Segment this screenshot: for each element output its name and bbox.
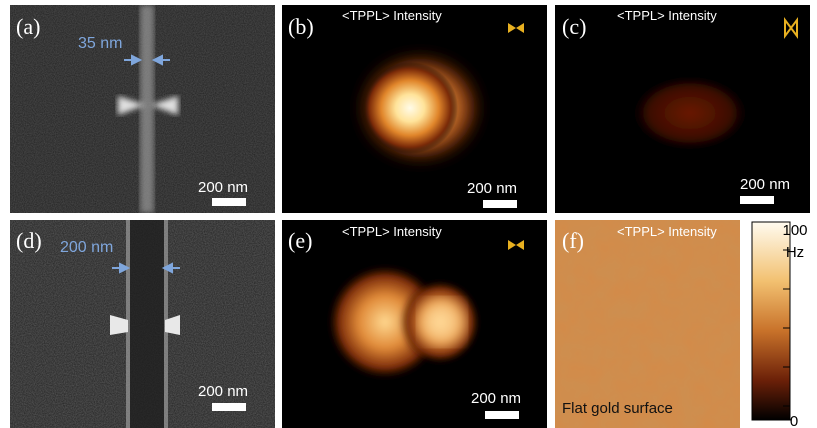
colorbar-unit: Hz (786, 244, 804, 261)
colorbar-max: 100 (782, 222, 807, 239)
panel-caption: Flat gold surface (562, 400, 673, 417)
colorbar: 100 Hz 0 (752, 222, 808, 428)
panel-label: (a) (16, 14, 40, 39)
panel-label: (b) (288, 14, 314, 39)
panel-label: (e) (288, 228, 312, 253)
colorbar-min: 0 (790, 413, 798, 428)
scale-label: 200 nm (198, 179, 248, 196)
panel-label: (c) (562, 14, 586, 39)
scale-label: 200 nm (740, 176, 790, 193)
gap-label: 200 nm (60, 239, 113, 256)
panel-title: <TPPL> Intensity (617, 224, 717, 239)
panel-title: <TPPL> Intensity (617, 8, 717, 23)
panel-title: <TPPL> Intensity (342, 224, 442, 239)
panel-label: (f) (562, 228, 584, 253)
scale-label: 200 nm (471, 390, 521, 407)
figure: 100 Hz 0 (a) 35 nm 200 nm (b) <TPPL> Int… (0, 0, 817, 428)
scale-label: 200 nm (198, 383, 248, 400)
gap-label: 35 nm (78, 35, 122, 52)
scale-label: 200 nm (467, 180, 517, 197)
panel-title: <TPPL> Intensity (342, 8, 442, 23)
panel-label: (d) (16, 228, 42, 253)
